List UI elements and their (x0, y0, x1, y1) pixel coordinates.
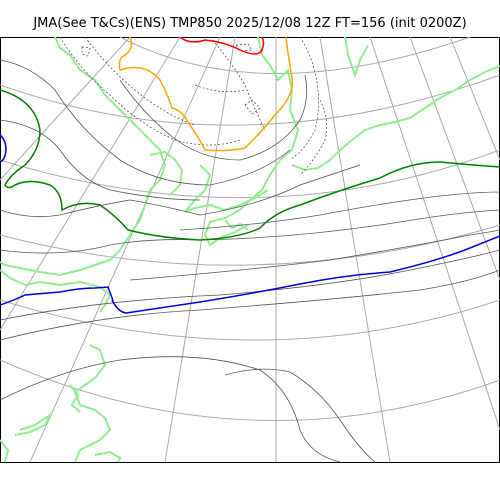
weather-map (0, 37, 500, 463)
map-title: JMA(See T&Cs)(ENS) TMP850 2025/12/08 12Z… (33, 16, 467, 31)
coastlines (0, 37, 500, 463)
dotted-isotherms (59, 37, 328, 176)
graticule (0, 37, 500, 463)
isotherm-red (179, 37, 265, 55)
thin-isotherms (0, 59, 500, 463)
isotherm-blue (0, 235, 500, 314)
isotherm-orange (118, 37, 294, 152)
isotherm-green (0, 89, 500, 241)
isotherm-blue-west (0, 134, 7, 163)
